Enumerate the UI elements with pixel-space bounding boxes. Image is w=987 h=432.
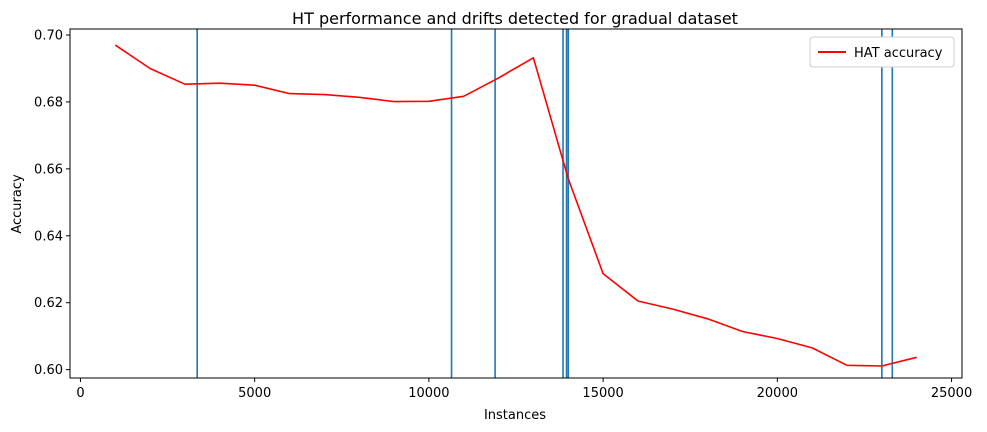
y-tick-label: 0.68	[34, 95, 63, 110]
x-tick-label: 0	[76, 386, 84, 401]
x-tick-label: 10000	[408, 386, 449, 401]
drift-lines	[196, 29, 894, 378]
series-layer	[114, 44, 917, 367]
y-tick-label: 0.60	[34, 363, 63, 378]
x-tick-label: 15000	[582, 386, 623, 401]
x-ticks: 0 5000 10000 15000 20000 25000	[76, 378, 972, 401]
x-axis-label: Instances	[484, 408, 546, 423]
series-line	[114, 44, 917, 367]
x-tick-label: 20000	[757, 386, 798, 401]
legend-label: HAT accuracy	[854, 46, 943, 61]
chart-title: HT performance and drifts detected for g…	[292, 9, 738, 28]
x-tick-label: 25000	[931, 386, 972, 401]
legend-box	[809, 36, 955, 68]
y-tick-label: 0.64	[34, 229, 63, 244]
y-tick-label: 0.66	[34, 162, 63, 177]
y-tick-label: 0.62	[34, 296, 63, 311]
y-ticks: 0.60 0.62 0.64 0.66 0.68 0.70	[34, 29, 70, 378]
legend: HAT accuracy	[809, 36, 955, 68]
y-tick-label: 0.70	[34, 29, 63, 44]
plot-frame	[69, 28, 963, 379]
x-tick-label: 5000	[238, 386, 271, 401]
y-axis-label: Accuracy	[10, 174, 25, 234]
